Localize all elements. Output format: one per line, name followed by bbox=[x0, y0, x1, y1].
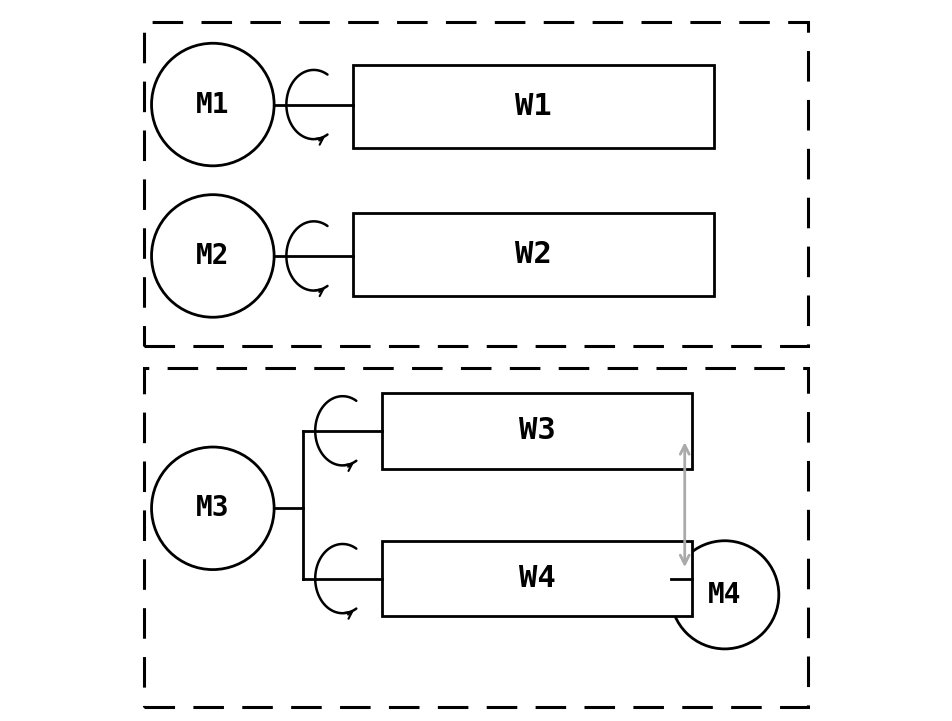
Circle shape bbox=[670, 541, 779, 649]
Bar bbox=[383, 541, 692, 616]
Bar bbox=[145, 22, 807, 346]
Bar bbox=[383, 393, 692, 469]
Bar bbox=[145, 368, 807, 707]
Text: W3: W3 bbox=[519, 416, 556, 446]
Bar bbox=[353, 65, 714, 148]
Bar bbox=[353, 213, 714, 296]
Circle shape bbox=[151, 195, 274, 317]
Text: M4: M4 bbox=[708, 581, 742, 609]
Text: M2: M2 bbox=[196, 242, 229, 270]
Text: W2: W2 bbox=[515, 239, 552, 269]
Text: W1: W1 bbox=[515, 92, 552, 121]
Text: M1: M1 bbox=[196, 91, 229, 118]
Text: M3: M3 bbox=[196, 495, 229, 522]
Text: W4: W4 bbox=[519, 564, 556, 593]
Circle shape bbox=[151, 43, 274, 166]
Circle shape bbox=[151, 447, 274, 570]
